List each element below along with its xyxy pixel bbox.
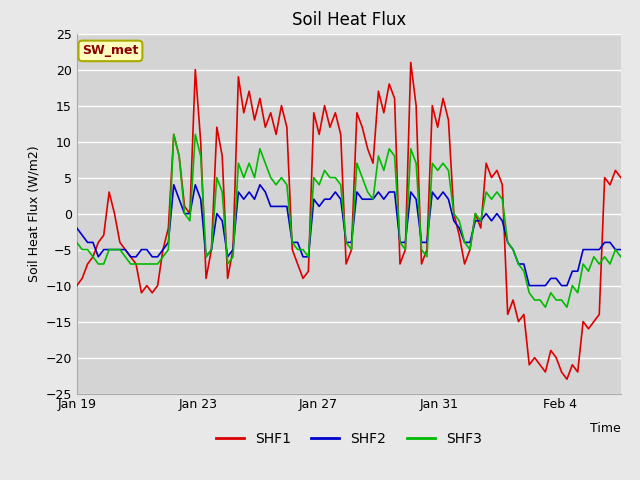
Legend: SHF1, SHF2, SHF3: SHF1, SHF2, SHF3 — [210, 426, 488, 452]
Text: SW_met: SW_met — [82, 44, 139, 58]
Title: Soil Heat Flux: Soil Heat Flux — [292, 11, 406, 29]
Text: Time: Time — [590, 422, 621, 435]
Y-axis label: Soil Heat Flux (W/m2): Soil Heat Flux (W/m2) — [27, 145, 40, 282]
